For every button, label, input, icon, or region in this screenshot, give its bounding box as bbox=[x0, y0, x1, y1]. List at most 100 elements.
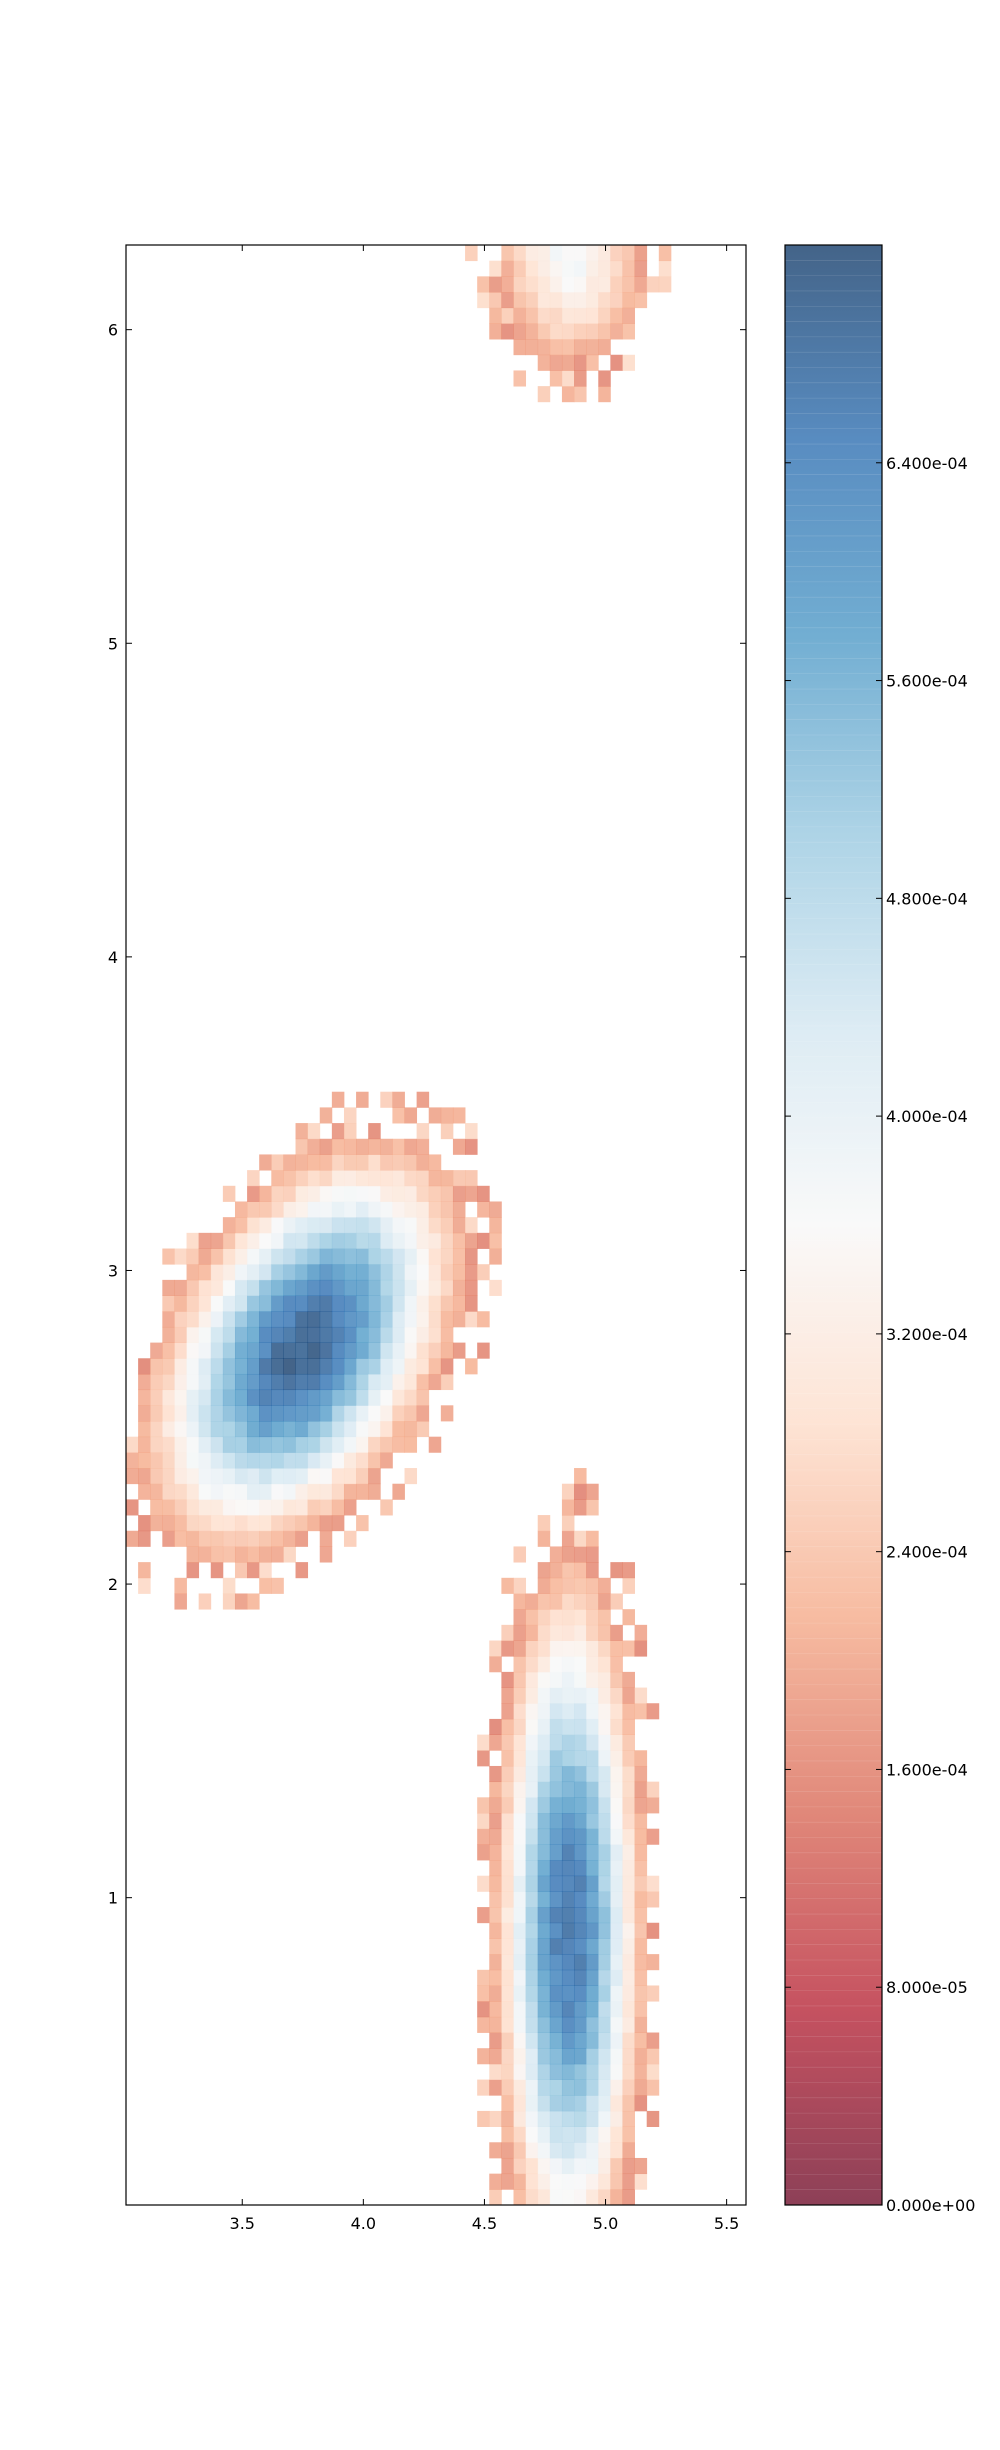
heatmap-cell bbox=[283, 1515, 296, 1532]
heatmap-cell bbox=[622, 2016, 635, 2033]
heatmap-cell bbox=[525, 1609, 539, 1626]
heatmap-cell bbox=[489, 2079, 502, 2096]
heatmap-cell bbox=[186, 1311, 200, 1328]
heatmap-cell bbox=[247, 1468, 260, 1485]
heatmap-cell bbox=[622, 2110, 635, 2127]
heatmap-cell bbox=[598, 1656, 611, 1673]
heatmap-cell bbox=[513, 323, 527, 340]
colorbar-tick-label: 1.600e-04 bbox=[886, 1760, 968, 1779]
heatmap-cell bbox=[380, 1295, 393, 1312]
heatmap-cell bbox=[356, 1138, 369, 1155]
heatmap-cell bbox=[283, 1389, 296, 1406]
heatmap-cell bbox=[489, 1938, 502, 1955]
heatmap-cell bbox=[574, 1734, 587, 1751]
heatmap-cell bbox=[404, 1248, 418, 1265]
heatmap-cell bbox=[392, 1279, 405, 1296]
heatmap-cell bbox=[549, 276, 563, 293]
heatmap-cell bbox=[525, 2189, 539, 2205]
heatmap-cell bbox=[186, 1405, 200, 1422]
heatmap-cell bbox=[525, 2001, 539, 2018]
heatmap-cell bbox=[477, 2048, 490, 2065]
heatmap-cell bbox=[356, 1483, 369, 1500]
heatmap-cell bbox=[138, 1483, 151, 1500]
heatmap-cell bbox=[477, 1828, 490, 1845]
heatmap-cell bbox=[465, 1217, 478, 1234]
heatmap-cell bbox=[561, 1687, 575, 1704]
heatmap-cell bbox=[489, 1734, 502, 1751]
heatmap-cell bbox=[561, 1813, 575, 1830]
heatmap-cell bbox=[489, 2110, 502, 2127]
heatmap-cell bbox=[634, 2079, 648, 2096]
heatmap-cell bbox=[622, 1828, 635, 1845]
heatmap-cell bbox=[561, 1781, 575, 1798]
heatmap-cell bbox=[549, 1671, 563, 1688]
heatmap-cell bbox=[561, 2173, 575, 2190]
heatmap-cell bbox=[586, 2157, 599, 2175]
heatmap-cell bbox=[392, 1483, 405, 1500]
heatmap-cell bbox=[525, 276, 539, 293]
heatmap-cell bbox=[513, 1860, 527, 1877]
heatmap-cell bbox=[343, 1154, 357, 1171]
heatmap-cell bbox=[210, 1468, 224, 1485]
heatmap-cell bbox=[501, 245, 514, 246]
heatmap-cell bbox=[222, 1358, 236, 1375]
heatmap-cell bbox=[598, 1891, 611, 1908]
heatmap-cell bbox=[489, 1640, 502, 1657]
heatmap-cell bbox=[634, 1875, 648, 1892]
heatmap-cell bbox=[610, 2126, 623, 2143]
heatmap-cell bbox=[513, 2157, 527, 2175]
heatmap-cell bbox=[343, 1138, 357, 1155]
heatmap-cell bbox=[598, 1765, 611, 1783]
heatmap-cell bbox=[537, 1797, 551, 1814]
heatmap-cell bbox=[404, 1170, 418, 1187]
heatmap-cell bbox=[513, 1718, 527, 1735]
heatmap-cell bbox=[380, 1138, 393, 1155]
heatmap-cell bbox=[634, 1954, 648, 1971]
y-tick-label: 6 bbox=[108, 321, 118, 340]
heatmap-cell bbox=[501, 1734, 514, 1751]
heatmap-cell bbox=[356, 1515, 369, 1532]
heatmap-cell bbox=[549, 1765, 563, 1783]
heatmap-cell bbox=[574, 245, 587, 262]
heatmap-cell bbox=[440, 1248, 454, 1265]
heatmap-cell bbox=[549, 1985, 563, 2002]
heatmap-cell bbox=[622, 260, 635, 277]
heatmap-cell bbox=[222, 1295, 236, 1312]
heatmap-cell bbox=[489, 2189, 502, 2205]
heatmap-cell bbox=[440, 1264, 454, 1281]
heatmap-cell bbox=[586, 1938, 599, 1955]
heatmap-cell bbox=[368, 1373, 381, 1391]
heatmap-cell bbox=[259, 1201, 272, 1218]
heatmap-cell bbox=[622, 1844, 635, 1861]
heatmap-cell bbox=[525, 1718, 539, 1735]
heatmap-cell bbox=[634, 245, 648, 246]
heatmap-cell bbox=[537, 1907, 551, 1924]
heatmap-cell bbox=[561, 386, 575, 403]
heatmap-cell bbox=[489, 1781, 502, 1798]
heatmap-cell bbox=[198, 1295, 212, 1312]
heatmap-cell bbox=[525, 1765, 539, 1783]
heatmap-cell bbox=[574, 1687, 587, 1704]
heatmap-cell bbox=[271, 1264, 284, 1281]
heatmap-cell bbox=[356, 1326, 369, 1343]
heatmap-cell bbox=[561, 1530, 575, 1547]
heatmap-cell bbox=[295, 1138, 309, 1155]
heatmap-cell bbox=[586, 2189, 599, 2205]
heatmap-cell bbox=[186, 1562, 200, 1579]
heatmap-cell bbox=[465, 1232, 478, 1249]
heatmap-cell bbox=[356, 1295, 369, 1312]
heatmap-cell bbox=[380, 1264, 393, 1281]
heatmap-cell bbox=[295, 1170, 309, 1187]
heatmap-cell bbox=[598, 2157, 611, 2175]
heatmap-cell bbox=[368, 1170, 381, 1187]
heatmap-cell bbox=[295, 1123, 309, 1140]
heatmap-cell bbox=[295, 1279, 309, 1296]
heatmap-cell bbox=[150, 1436, 163, 1453]
heatmap-cell bbox=[501, 307, 514, 324]
heatmap-cell bbox=[234, 1421, 248, 1438]
heatmap-cell bbox=[622, 1750, 635, 1767]
heatmap-cell bbox=[622, 2189, 635, 2205]
heatmap-cell bbox=[513, 339, 527, 356]
heatmap-cell bbox=[222, 1499, 236, 1516]
heatmap-cell bbox=[392, 1311, 405, 1328]
